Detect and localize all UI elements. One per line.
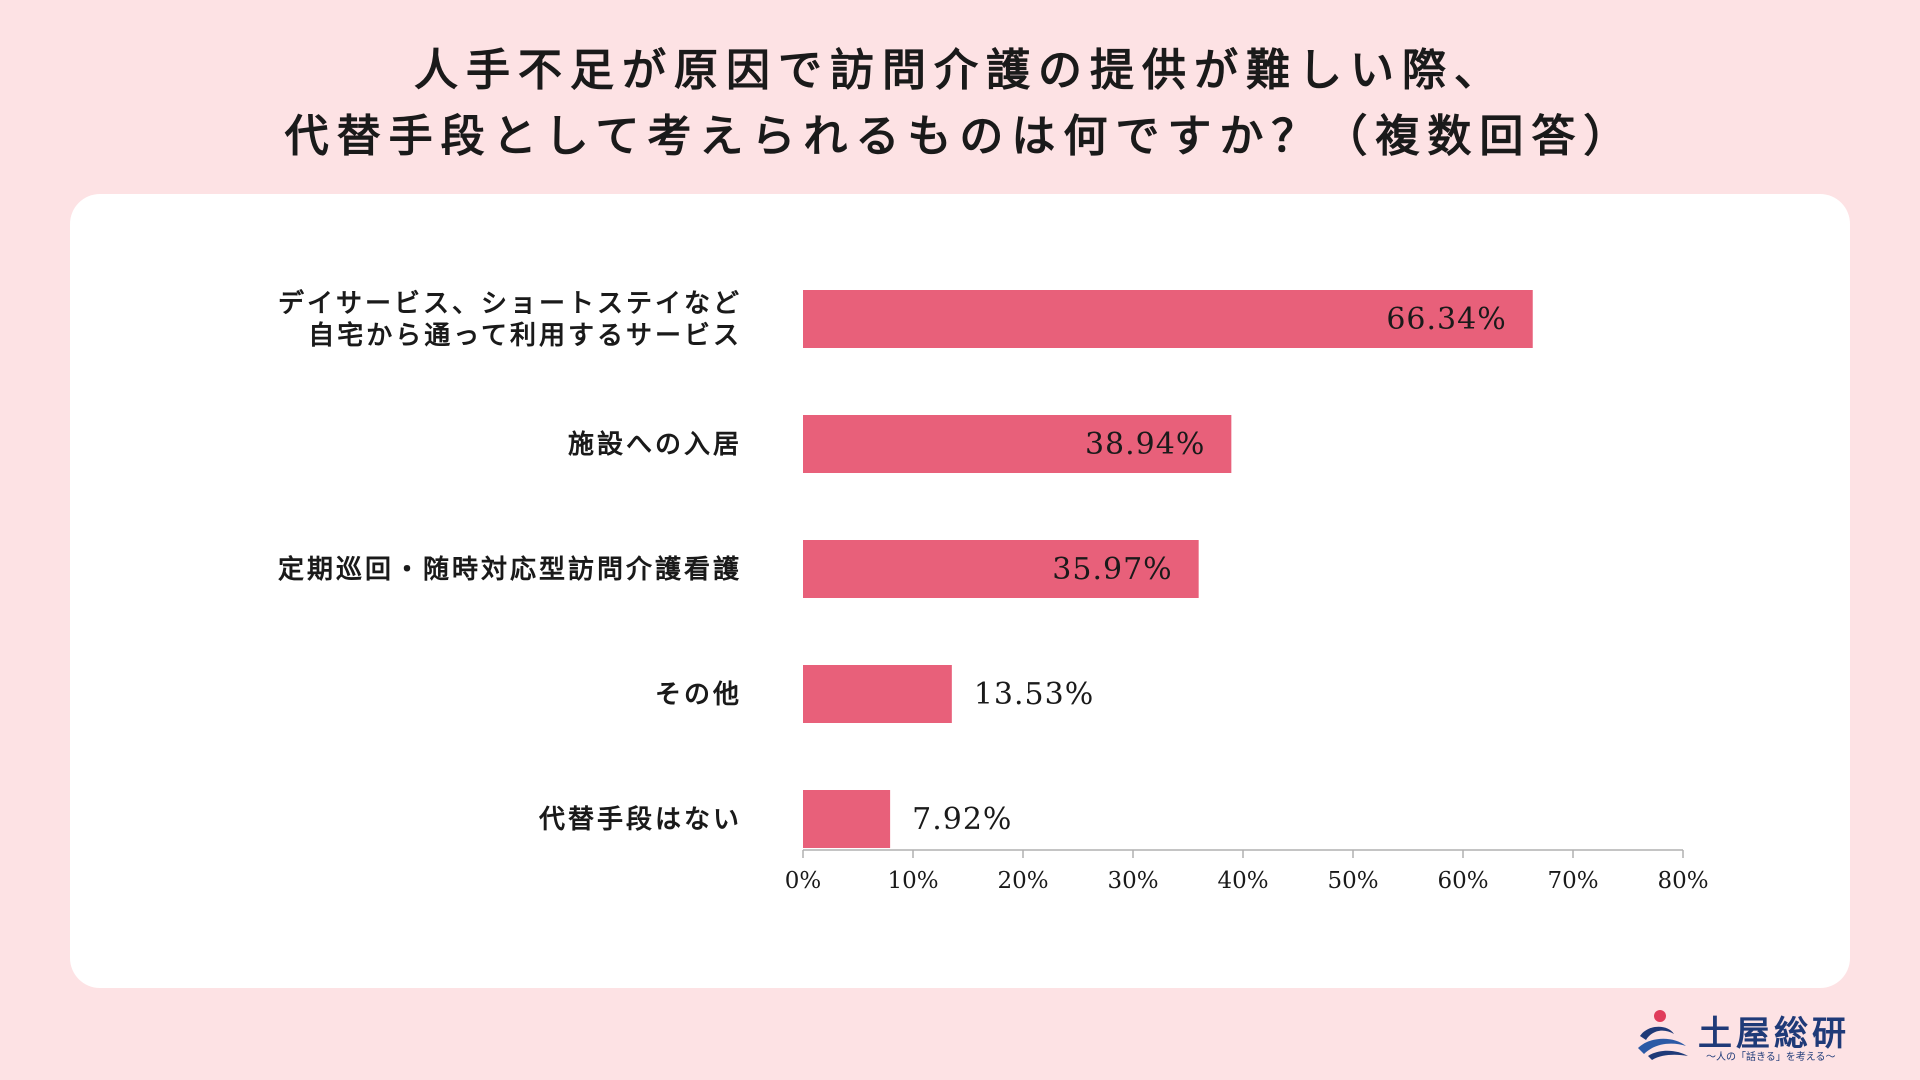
bar-1 bbox=[803, 290, 1533, 348]
x-tick-label-60: 60% bbox=[1437, 868, 1488, 894]
data-label-3: 35.97% bbox=[1052, 552, 1172, 587]
data-label-1: 66.34% bbox=[1386, 302, 1506, 337]
x-tick-label-40: 40% bbox=[1217, 868, 1268, 894]
chart-title: 人手不足が原因で訪問介護の提供が難しい際、 代替手段として考えられるものは何です… bbox=[0, 38, 1920, 170]
logo-tagline: 〜人の「話きる」を考える〜 bbox=[1706, 1052, 1836, 1063]
logo-name: 土屋総研 bbox=[1698, 1014, 1850, 1054]
chart-title-line-2: 代替手段として考えられるものは何ですか？（複数回答） bbox=[284, 111, 1636, 162]
data-label-2: 38.94% bbox=[1085, 427, 1205, 462]
bar-5 bbox=[803, 790, 891, 848]
x-tick-label-30: 30% bbox=[1107, 868, 1158, 894]
chart-title-line-1: 人手不足が原因で訪問介護の提供が難しい際、 bbox=[414, 45, 1506, 96]
category-label-1-line-1: デイサービス、ショートステイなど bbox=[278, 288, 742, 319]
x-tick-label-0: 0% bbox=[785, 868, 822, 894]
category-label-2: 施設への入居 bbox=[568, 429, 742, 460]
chart-card: 66.34% デイサービス、ショートステイなど 自宅から通って利用するサービス 38.… bbox=[70, 194, 1850, 988]
data-label-5: 7.92% bbox=[912, 802, 1012, 837]
logo-swirl-icon bbox=[1638, 1010, 1688, 1060]
bar-2 bbox=[803, 415, 1232, 473]
bar-3 bbox=[803, 540, 1199, 598]
category-label-1-line-2: 自宅から通って利用するサービス bbox=[308, 320, 742, 351]
x-tick-label-70: 70% bbox=[1547, 868, 1598, 894]
category-label-3: 定期巡回・随時対応型訪問介護看護 bbox=[278, 554, 742, 585]
x-tick-label-10: 10% bbox=[887, 868, 938, 894]
x-tick-label-80: 80% bbox=[1657, 868, 1708, 894]
bar-4 bbox=[803, 665, 952, 723]
x-tick-label-20: 20% bbox=[997, 868, 1048, 894]
x-tick-label-50: 50% bbox=[1327, 868, 1378, 894]
category-label-5: 代替手段はない bbox=[538, 804, 742, 835]
category-label-4: その他 bbox=[655, 680, 742, 710]
company-logo: 土屋総研 〜人の「話きる」を考える〜 bbox=[1630, 1004, 1880, 1064]
data-label-4: 13.53% bbox=[974, 677, 1094, 712]
